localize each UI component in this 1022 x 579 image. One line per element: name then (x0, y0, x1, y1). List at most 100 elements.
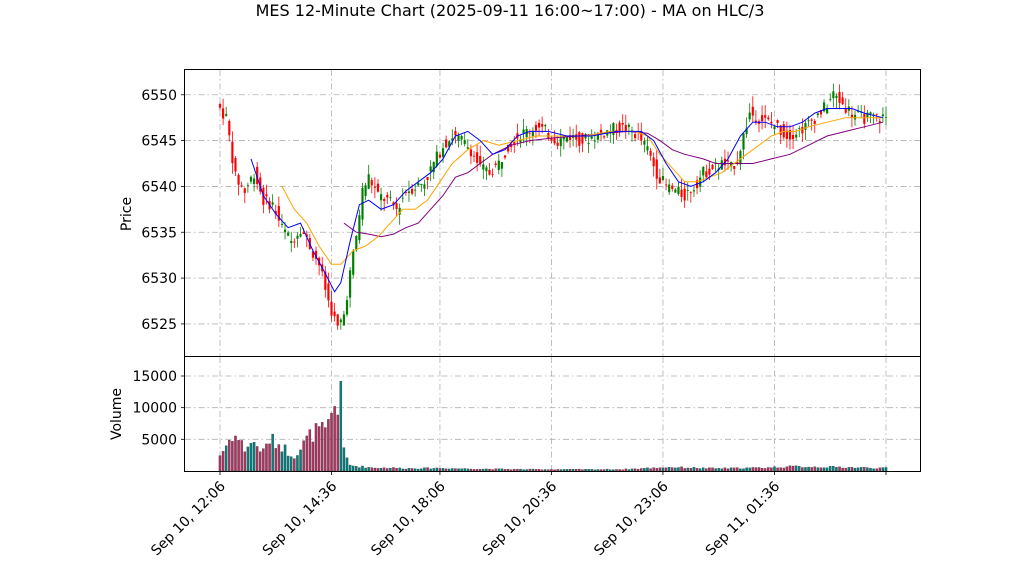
candle-body (866, 112, 869, 118)
volume-bar (773, 466, 776, 472)
volume-bar (447, 468, 451, 472)
candle-body (618, 122, 621, 132)
candle-body (522, 129, 525, 134)
volume-bar (633, 468, 637, 472)
candle-body (640, 131, 643, 141)
candle-body (376, 183, 380, 192)
candle-body (745, 128, 748, 134)
volume-bar (748, 467, 751, 472)
volume-bar (516, 468, 519, 472)
volume-bar (571, 468, 575, 472)
candle-body (222, 108, 225, 119)
volume-bar (274, 448, 277, 472)
candle-body (844, 107, 847, 113)
candle-body (661, 176, 665, 180)
volume-bar (729, 467, 733, 472)
candle-body (835, 95, 838, 98)
candle-body (863, 113, 866, 124)
candle-body (779, 125, 782, 135)
candle-body (593, 140, 596, 142)
candle-body (324, 271, 327, 290)
volume-bar (810, 467, 813, 472)
volume-tick-label: 5000 (141, 432, 177, 448)
candle-body (853, 114, 857, 120)
price-tick-label: 6525 (141, 317, 177, 333)
candle-body (596, 133, 600, 140)
candle-body (379, 194, 383, 201)
volume-bar (293, 458, 296, 472)
volume-bar (296, 455, 299, 472)
candle-body (466, 147, 469, 149)
volume-bar (417, 468, 420, 472)
price-tick-label: 6545 (141, 134, 177, 150)
volume-bar (454, 468, 457, 472)
volume-bar (602, 469, 606, 472)
candle-body (702, 167, 705, 176)
candle-body (265, 194, 268, 197)
chart-title: MES 12-Minute Chart (2025-09-11 16:00~17… (256, 1, 765, 20)
volume-bar (544, 469, 547, 472)
candle-body (785, 130, 788, 139)
volume-bar (636, 468, 640, 472)
volume-bar (240, 440, 243, 472)
volume-bar (506, 468, 510, 472)
candle-body (556, 142, 559, 146)
volume-bar (760, 468, 764, 472)
volume-bar (463, 468, 466, 472)
volume-bar (798, 466, 801, 472)
volume-bar (866, 467, 869, 472)
candle-body (683, 188, 686, 201)
candle-body (767, 117, 770, 120)
volume-bar (500, 468, 504, 472)
volume-bar (330, 412, 333, 472)
candle-body (804, 123, 807, 130)
candle-body (404, 192, 407, 193)
candle-body (469, 149, 472, 157)
volume-bar (361, 465, 364, 472)
candle-body (438, 154, 442, 158)
volume-bar (469, 468, 473, 472)
volume-bar (791, 465, 795, 472)
candle-body (364, 185, 367, 197)
candle-body (643, 140, 646, 145)
volume-bar (872, 468, 875, 472)
candle-body (795, 134, 798, 138)
candle-body (395, 203, 398, 209)
volume-y-axis: 5000 10000 15000 (132, 369, 185, 448)
volume-bar (698, 468, 702, 472)
volume-bar (320, 422, 324, 472)
candle-body (283, 229, 287, 233)
volume-bar (534, 469, 538, 472)
volume-bar (565, 469, 569, 472)
volume-bar (373, 467, 377, 472)
volume-bar (311, 441, 315, 472)
candle-body (686, 190, 689, 192)
volume-bar (457, 468, 460, 472)
candle-body (290, 240, 293, 243)
volume-bar (801, 467, 804, 472)
volume-bar (246, 446, 250, 472)
volume-bar (540, 469, 544, 472)
volume-bar (327, 419, 330, 472)
candle-body (525, 129, 528, 138)
volume-bar (379, 468, 383, 472)
volume-bar (596, 469, 600, 472)
candle-body (311, 251, 315, 258)
volume-bar (850, 467, 854, 472)
candle-body (838, 92, 841, 104)
volume-bar (605, 468, 609, 472)
candle-body (788, 130, 792, 140)
candle-body (506, 144, 510, 152)
candle-body (432, 162, 435, 173)
candle-body (414, 189, 417, 191)
candle-body (819, 110, 823, 115)
candle-body (655, 159, 658, 179)
candle-body (314, 250, 318, 259)
volume-bar (711, 467, 714, 472)
volume-bar (358, 467, 361, 472)
candle-body (624, 125, 627, 133)
volume-bar (612, 469, 615, 472)
volume-bar (714, 468, 717, 472)
volume-bar (280, 451, 284, 472)
